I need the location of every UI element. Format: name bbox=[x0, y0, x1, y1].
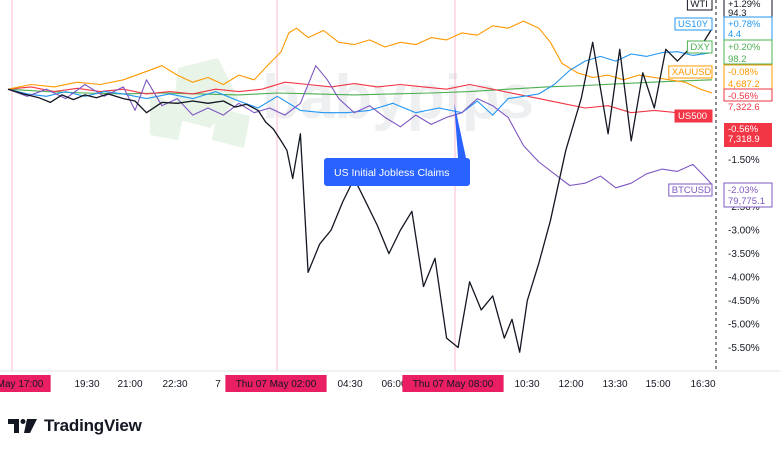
series-line-btcusd bbox=[7, 65, 713, 189]
chart-canvas: babypips -1.00%-1.50%-2.50%-3.00%-3.50%-… bbox=[0, 0, 780, 392]
badge-name-btcusd: BTCUSD bbox=[672, 185, 711, 196]
badge-name-box-us500 bbox=[674, 109, 713, 123]
x-tick-label: 7 bbox=[215, 379, 221, 390]
badge-change2-us500: -0.56% bbox=[728, 124, 759, 135]
x-tick-text: 15:00 bbox=[645, 379, 670, 390]
x-tick-text: 7 bbox=[215, 379, 221, 390]
y-tick-label: -1.50% bbox=[728, 155, 760, 166]
y-tick-label: -3.50% bbox=[728, 249, 760, 260]
y-tick-label: -5.50% bbox=[728, 343, 760, 354]
annotation-pointer bbox=[454, 103, 466, 158]
badge-change-us500: -0.56% bbox=[728, 91, 759, 102]
x-tick-highlight-box bbox=[402, 375, 504, 392]
badge-btcusd: BTCUSD -2.03%79,775.1 bbox=[668, 182, 773, 208]
x-tick-label: 21:00 bbox=[117, 379, 142, 390]
watermark-text: babypips bbox=[262, 63, 534, 132]
x-tick-highlighted: Thu 07 May 02:00 bbox=[225, 375, 327, 392]
badge-value-wti: 94.3 bbox=[728, 8, 747, 19]
x-tick-label: 04:30 bbox=[337, 379, 362, 390]
x-tick-label: 16:30 bbox=[690, 379, 715, 390]
x-tick-highlighted: Thu 07 May 08:00 bbox=[402, 375, 504, 392]
y-tick-label: -5.00% bbox=[728, 320, 760, 331]
badge-xauusd: XAUUSD -0.08%4,687.2 bbox=[668, 64, 773, 90]
x-tick-label: 15:00 bbox=[645, 379, 670, 390]
series-line-wti bbox=[7, 28, 713, 353]
x-tick-text: 21:00 bbox=[117, 379, 142, 390]
x-tick-text: 16:30 bbox=[690, 379, 715, 390]
badge-name-box-us10y bbox=[674, 17, 713, 31]
x-tick-label: 10:30 bbox=[514, 379, 539, 390]
x-tick-highlighted: May 17:00 bbox=[0, 375, 51, 392]
x-tick-text: May 17:00 bbox=[0, 379, 44, 390]
x-tick-label: 12:00 bbox=[558, 379, 583, 390]
badge-value-btcusd: 79,775.1 bbox=[728, 196, 765, 207]
badge-name-us500: US500 bbox=[678, 111, 707, 122]
series-line-us500 bbox=[7, 81, 713, 117]
y-tick-label: -4.50% bbox=[728, 296, 760, 307]
x-tick-label: 06:00 bbox=[381, 379, 406, 390]
annotation-box[interactable] bbox=[324, 158, 470, 186]
badge-name-us10y: US10Y bbox=[678, 19, 709, 30]
x-tick-label: 19:30 bbox=[74, 379, 99, 390]
badge-box-btcusd bbox=[723, 182, 773, 208]
x-tick-text: Thu 07 May 02:00 bbox=[236, 379, 317, 390]
x-tick-text: 13:30 bbox=[602, 379, 627, 390]
badge-value-us500: 7,322.6 bbox=[728, 102, 760, 113]
tradingview-wordmark: TradingView bbox=[44, 416, 142, 435]
badge-us500: US500-0.56%7,322.6-0.56%7,318.9 bbox=[674, 88, 773, 147]
x-tick-text: 04:30 bbox=[337, 379, 362, 390]
badge-name-box-dxy bbox=[686, 40, 713, 54]
x-tick-label: 13:30 bbox=[602, 379, 627, 390]
y-tick-label: -4.00% bbox=[728, 273, 760, 284]
badge-name-wti: WTI bbox=[690, 0, 707, 10]
y-tick-label: -2.50% bbox=[728, 202, 760, 213]
x-tick-text: 22:30 bbox=[162, 379, 187, 390]
badge-box-us10y bbox=[723, 16, 773, 42]
x-tick-highlight-box bbox=[0, 375, 51, 392]
badge-change-wti: +1.29% bbox=[728, 0, 761, 10]
badge-change-us10y: +0.78% bbox=[728, 19, 761, 30]
x-tick-label: 22:30 bbox=[162, 379, 187, 390]
badge-value-dxy: 98.2 bbox=[728, 54, 747, 65]
badge-box-dxy bbox=[723, 39, 773, 65]
badge-name-xauusd: XAUUSD bbox=[672, 67, 712, 78]
badge-dxy: DXY +0.20%98.2 bbox=[686, 39, 773, 65]
x-tick-text: 12:00 bbox=[558, 379, 583, 390]
badge-value-us10y: 4.4 bbox=[728, 29, 741, 40]
badge-value2-us500: 7,318.9 bbox=[728, 134, 760, 145]
tradingview-brand: TradingView bbox=[8, 416, 142, 436]
badge-change-xauusd: -0.08% bbox=[728, 67, 759, 78]
badge-name-dxy: DXY bbox=[690, 42, 710, 53]
x-tick-text: 10:30 bbox=[514, 379, 539, 390]
badge-change-btcusd: -2.03% bbox=[728, 185, 759, 196]
badge-value-xauusd: 4,687.2 bbox=[728, 79, 760, 90]
badge-name-box-xauusd bbox=[668, 65, 713, 79]
annotation-text: US Initial Jobless Claims bbox=[334, 167, 450, 179]
badge-change-dxy: +0.20% bbox=[728, 42, 761, 53]
series-line-xauusd bbox=[7, 20, 713, 94]
x-tick-text: Thu 07 May 08:00 bbox=[413, 379, 494, 390]
x-tick-highlight-box bbox=[225, 375, 327, 392]
badge-name-box-btcusd bbox=[668, 183, 713, 197]
badge-box2-us500 bbox=[724, 123, 772, 147]
badge-box-us500 bbox=[723, 88, 773, 102]
tradingview-logo-icon bbox=[8, 419, 37, 433]
x-tick-text: 06:00 bbox=[381, 379, 406, 390]
x-tick-text: 19:30 bbox=[74, 379, 99, 390]
y-tick-label: -3.00% bbox=[728, 226, 760, 237]
badge-name-box-wti bbox=[686, 0, 713, 11]
badge-us10y: US10Y +0.78%4.4 bbox=[674, 16, 773, 42]
